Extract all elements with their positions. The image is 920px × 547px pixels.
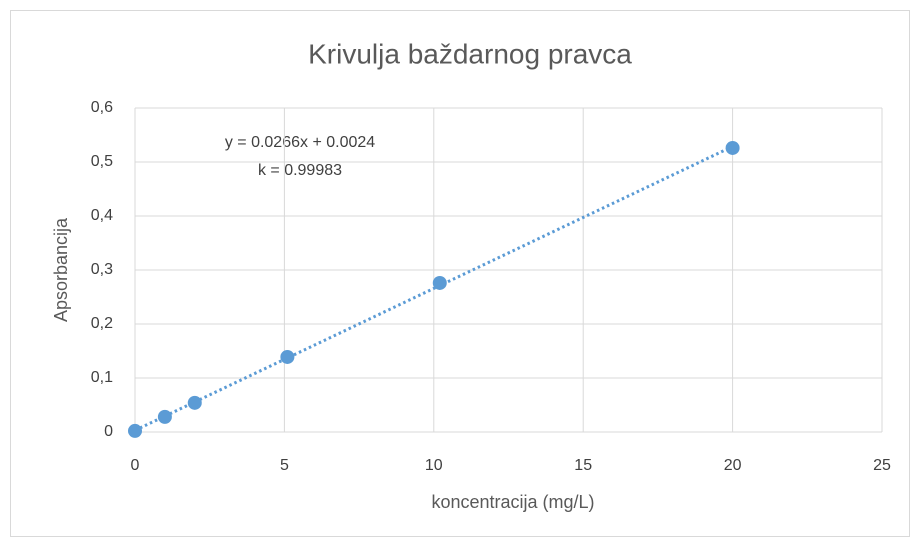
y-axis-label: Apsorbancija: [51, 217, 71, 322]
x-tick-label: 20: [724, 457, 742, 474]
x-tick-label: 0: [131, 457, 140, 474]
y-tick-label: 0,3: [91, 261, 113, 278]
point: [128, 423, 142, 438]
x-axis-label: koncentracija (mg/L): [431, 492, 594, 512]
y-tick-label: 0,5: [91, 153, 113, 170]
point: [187, 395, 202, 410]
point: [725, 140, 740, 155]
annotation: y = 0.0266x + 0.0024: [225, 134, 375, 151]
y-tick-label: 0,2: [91, 315, 113, 332]
y-tick-label: 0,6: [91, 99, 113, 116]
point: [432, 275, 447, 290]
chart-border: [10, 10, 910, 537]
x-tick-label: 5: [280, 457, 289, 474]
trendline: [134, 145, 734, 432]
x-tick-label: 25: [873, 457, 891, 474]
point: [157, 409, 172, 424]
chart-title: Krivulja baždarnog pravca: [308, 38, 632, 69]
point: [280, 349, 295, 364]
x-tick-label: 15: [574, 457, 592, 474]
annotation: k = 0.99983: [258, 162, 342, 179]
y-tick-label: 0: [104, 423, 113, 440]
y-tick-label: 0,4: [91, 207, 113, 224]
y-tick-label: 0,1: [91, 369, 113, 386]
x-tick-label: 10: [425, 457, 443, 474]
